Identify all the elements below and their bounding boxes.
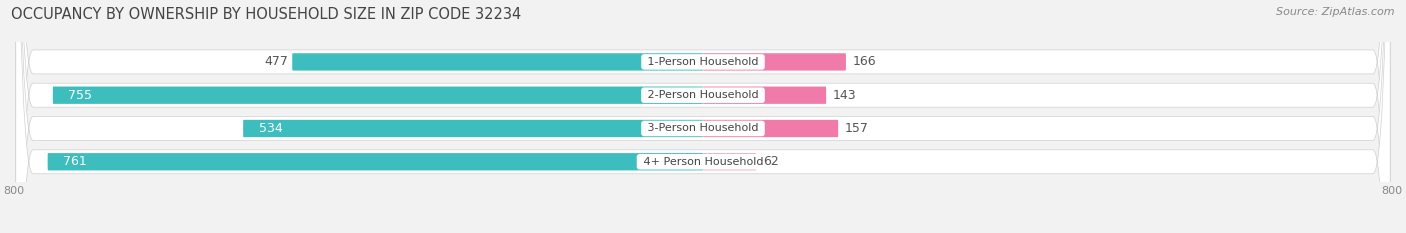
FancyBboxPatch shape (15, 0, 1391, 233)
FancyBboxPatch shape (703, 153, 756, 170)
FancyBboxPatch shape (53, 86, 703, 104)
Text: 1-Person Household: 1-Person Household (644, 57, 762, 67)
FancyBboxPatch shape (15, 0, 1391, 233)
Text: OCCUPANCY BY OWNERSHIP BY HOUSEHOLD SIZE IN ZIP CODE 32234: OCCUPANCY BY OWNERSHIP BY HOUSEHOLD SIZE… (11, 7, 522, 22)
FancyBboxPatch shape (292, 53, 703, 71)
Text: 3-Person Household: 3-Person Household (644, 123, 762, 134)
FancyBboxPatch shape (703, 53, 846, 71)
Text: 2-Person Household: 2-Person Household (644, 90, 762, 100)
FancyBboxPatch shape (703, 120, 838, 137)
Text: Source: ZipAtlas.com: Source: ZipAtlas.com (1277, 7, 1395, 17)
FancyBboxPatch shape (243, 120, 703, 137)
FancyBboxPatch shape (15, 0, 1391, 233)
FancyBboxPatch shape (703, 86, 827, 104)
Text: 761: 761 (63, 155, 87, 168)
Text: 62: 62 (763, 155, 779, 168)
FancyBboxPatch shape (15, 0, 1391, 233)
Text: 157: 157 (845, 122, 869, 135)
Text: 477: 477 (264, 55, 288, 69)
Text: 4+ Person Household: 4+ Person Household (640, 157, 766, 167)
Text: 755: 755 (69, 89, 93, 102)
Text: 166: 166 (853, 55, 876, 69)
FancyBboxPatch shape (48, 153, 703, 170)
Text: 143: 143 (832, 89, 856, 102)
Text: 534: 534 (259, 122, 283, 135)
